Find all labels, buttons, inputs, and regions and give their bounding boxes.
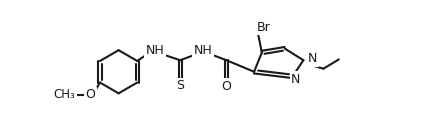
Text: N: N <box>290 73 300 86</box>
Text: NH: NH <box>145 44 164 58</box>
Text: CH₃: CH₃ <box>54 88 76 101</box>
Text: Br: Br <box>256 21 270 34</box>
Text: O: O <box>221 80 231 93</box>
Text: N: N <box>307 52 316 65</box>
Text: O: O <box>85 88 95 101</box>
Text: NH: NH <box>194 44 212 58</box>
Text: S: S <box>176 79 184 92</box>
